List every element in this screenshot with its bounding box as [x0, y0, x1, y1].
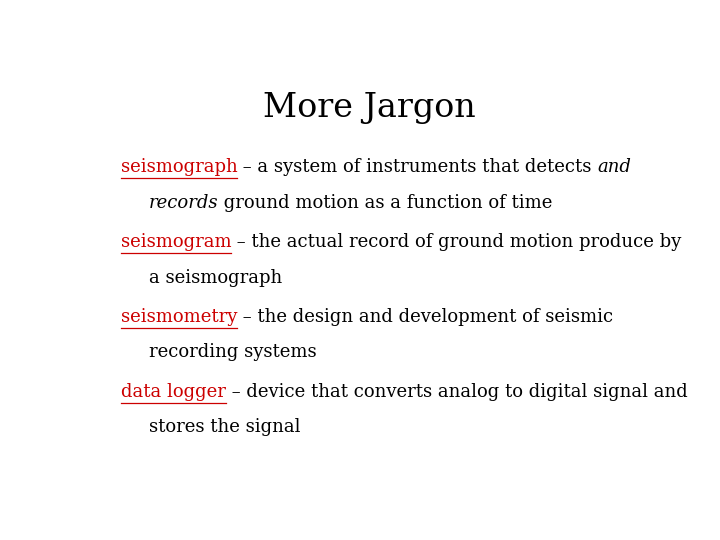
Text: records: records — [148, 194, 218, 212]
Text: stores the signal: stores the signal — [148, 418, 300, 436]
Text: – the design and development of seismic: – the design and development of seismic — [237, 308, 613, 326]
Text: a seismograph: a seismograph — [148, 268, 282, 287]
Text: seismometry: seismometry — [121, 308, 237, 326]
Text: – device that converts analog to digital signal and: – device that converts analog to digital… — [225, 383, 688, 401]
Text: and: and — [598, 158, 631, 177]
Text: – a system of instruments that detects: – a system of instruments that detects — [238, 158, 598, 177]
Text: recording systems: recording systems — [148, 343, 316, 361]
Text: seismogram: seismogram — [121, 233, 231, 251]
Text: data logger: data logger — [121, 383, 225, 401]
Text: – the actual record of ground motion produce by: – the actual record of ground motion pro… — [231, 233, 682, 251]
Text: ground motion as a function of time: ground motion as a function of time — [218, 194, 552, 212]
Text: More Jargon: More Jargon — [263, 92, 475, 124]
Text: seismograph: seismograph — [121, 158, 238, 177]
